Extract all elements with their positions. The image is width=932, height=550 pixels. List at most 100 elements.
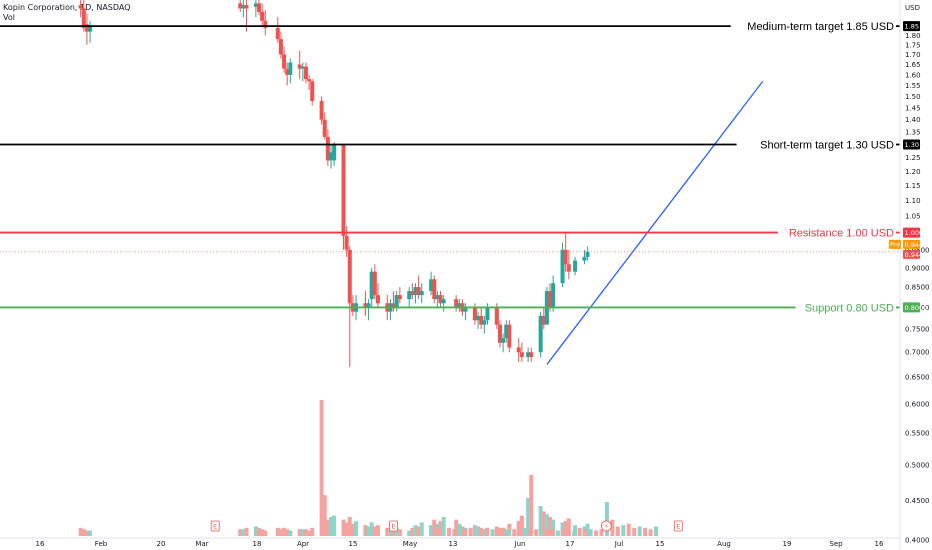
candle-body bbox=[485, 307, 490, 321]
candle-body bbox=[282, 54, 287, 69]
candle-body bbox=[253, 3, 258, 7]
pre-price-tag bbox=[903, 239, 920, 249]
candle-body bbox=[278, 39, 283, 55]
chart-title: Kopin Corporation, 1D, NASDAQ bbox=[3, 3, 131, 12]
event-marker-label: E bbox=[213, 523, 217, 531]
currency-label: USD bbox=[905, 4, 920, 12]
volume-bar bbox=[325, 519, 330, 536]
candle-body bbox=[257, 3, 262, 12]
volume-bar bbox=[263, 530, 268, 536]
volume-bar bbox=[410, 527, 415, 536]
volume-bar bbox=[538, 506, 543, 536]
volume-bar bbox=[551, 519, 556, 536]
volume-bar bbox=[545, 529, 549, 536]
candle-body bbox=[516, 347, 521, 353]
time-tick-label: 18 bbox=[253, 540, 262, 548]
candle-body bbox=[397, 295, 402, 300]
candle-body bbox=[260, 11, 265, 21]
price-tick-label: 1.35 bbox=[905, 128, 921, 136]
volume-bar bbox=[244, 527, 249, 536]
last-price-tag-label: 0.9442 bbox=[905, 251, 928, 259]
volume-bar bbox=[454, 519, 459, 536]
volume-bar bbox=[519, 515, 524, 536]
price-tick-label: 1.45 bbox=[905, 104, 921, 112]
volume-bar bbox=[275, 527, 280, 536]
candle-body bbox=[435, 295, 440, 300]
candle-body bbox=[541, 315, 546, 325]
time-tick-label: May bbox=[403, 540, 417, 548]
volume-bar bbox=[512, 529, 517, 536]
time-tick-label: Sep bbox=[829, 540, 843, 548]
volume-bar bbox=[241, 529, 246, 536]
candle-body bbox=[563, 249, 568, 265]
volume-bar bbox=[253, 526, 258, 536]
price-tick-label: 0.6500 bbox=[905, 374, 930, 382]
candle-body bbox=[310, 81, 315, 102]
volume-bar bbox=[238, 529, 243, 536]
volume-bar bbox=[344, 522, 349, 536]
volume-bar bbox=[81, 529, 86, 536]
volume-bar bbox=[495, 530, 500, 536]
volume-label: Vol bbox=[3, 13, 15, 22]
pre-market-label: Pre bbox=[890, 240, 900, 248]
volume-bar bbox=[506, 529, 511, 536]
volume-bar bbox=[490, 529, 495, 536]
price-tick-label: 1.65 bbox=[905, 61, 921, 69]
candle-body bbox=[501, 338, 506, 343]
price-tick-label: 0.9000 bbox=[905, 264, 930, 272]
candle-body bbox=[560, 249, 565, 284]
volume-bar bbox=[332, 515, 337, 536]
event-marker-label: E bbox=[676, 523, 680, 531]
volume-bar bbox=[550, 529, 555, 536]
candle-body bbox=[394, 295, 399, 308]
volume-bar bbox=[460, 526, 465, 536]
candle-body bbox=[322, 119, 327, 137]
volume-bar bbox=[594, 530, 599, 536]
candle-body bbox=[454, 299, 459, 308]
volume-bar bbox=[350, 523, 355, 536]
candle-body bbox=[288, 62, 293, 75]
price-tick-label: 1.60 bbox=[905, 71, 921, 79]
volume-bar bbox=[632, 527, 637, 536]
event-marker-label: ⚡ bbox=[604, 523, 609, 531]
candle-body bbox=[238, 3, 243, 9]
volume-bar bbox=[572, 530, 577, 536]
volume-bar bbox=[288, 530, 293, 536]
candle-body bbox=[538, 315, 543, 353]
time-tick-label: 20 bbox=[157, 540, 166, 548]
candle-body bbox=[573, 260, 578, 272]
price-tick-label: 0.7500 bbox=[905, 326, 930, 334]
price-tick-label: 1.40 bbox=[905, 116, 921, 124]
event-marker-label: E bbox=[392, 523, 396, 531]
candle-body bbox=[429, 279, 434, 292]
candle-body bbox=[472, 307, 477, 321]
price-tick-label: 1.50 bbox=[905, 93, 921, 101]
volume-bar bbox=[457, 525, 462, 536]
volume-bar bbox=[300, 529, 305, 536]
volume-bar bbox=[485, 527, 490, 536]
price-tick-label: 1.25 bbox=[905, 154, 921, 162]
volume-bar bbox=[566, 530, 571, 536]
volume-bar bbox=[479, 529, 484, 536]
volume-bar bbox=[561, 529, 566, 536]
volume-bar bbox=[416, 526, 421, 536]
price-tick-label: 0.5000 bbox=[905, 462, 930, 470]
candle-body bbox=[416, 287, 421, 296]
candle-body bbox=[275, 27, 280, 40]
candle-body bbox=[319, 101, 324, 120]
volume-bar bbox=[541, 511, 546, 536]
candle-body bbox=[507, 324, 512, 348]
price-tag bbox=[903, 21, 920, 32]
price-tag-label: 1.0000 bbox=[905, 229, 928, 237]
time-tick-label: Jul bbox=[614, 540, 624, 548]
volume-bar bbox=[322, 495, 327, 536]
volume-bar bbox=[319, 400, 324, 536]
candle-body bbox=[329, 152, 333, 161]
volume-bar bbox=[307, 530, 312, 536]
volume-bar bbox=[643, 527, 648, 536]
time-tick-label: Mar bbox=[195, 540, 208, 548]
volume-bar bbox=[341, 519, 346, 536]
earnings-marker bbox=[210, 520, 220, 532]
volume-bar bbox=[388, 529, 393, 536]
